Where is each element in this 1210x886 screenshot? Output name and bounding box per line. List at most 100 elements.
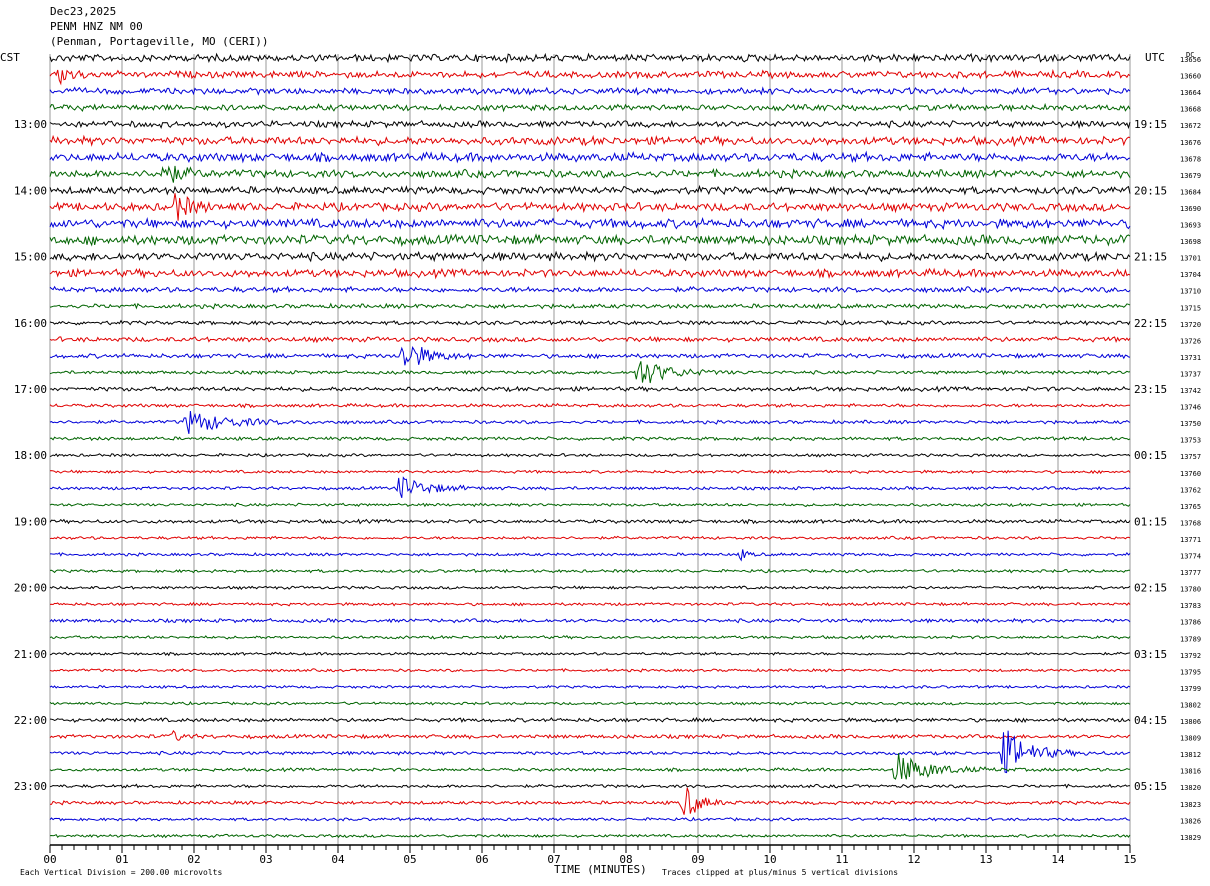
- trace-row-12: [49, 250, 1131, 263]
- right-hour-label: 22:15: [1134, 317, 1167, 330]
- left-hour-label: 19:00: [14, 515, 47, 528]
- trace-row-24: [49, 452, 1131, 458]
- x-tick-label: 11: [835, 853, 848, 866]
- trace-row-33: [49, 601, 1131, 607]
- x-tick-label: 07: [547, 853, 560, 866]
- dc-offset-label: 13664: [1180, 89, 1201, 97]
- trace-row-27: [49, 502, 1131, 508]
- x-tick-label: 08: [619, 853, 632, 866]
- dc-offset-label: 13792: [1180, 652, 1201, 660]
- dc-offset-label: 13715: [1180, 304, 1201, 312]
- dc-offset-label: 13768: [1180, 519, 1201, 527]
- trace-row-9: [49, 193, 1131, 221]
- trace-row-19: [49, 361, 1131, 384]
- dc-offset-label: 13823: [1180, 801, 1201, 809]
- dc-offset-label: 13780: [1180, 586, 1201, 594]
- dc-offset-label: 13684: [1180, 188, 1201, 196]
- trace-row-3: [49, 102, 1131, 113]
- dc-offset-label: 13820: [1180, 784, 1201, 792]
- x-tick-label: 09: [691, 853, 704, 866]
- clip-note: Traces clipped at plus/minus 5 vertical …: [662, 868, 898, 877]
- trace-row-20: [49, 385, 1131, 393]
- trace-row-44: [49, 783, 1131, 789]
- header-location: (Penman, Portageville, MO (CERI)): [50, 35, 269, 48]
- dc-offset-label: 13693: [1180, 222, 1201, 230]
- left-hour-label: 22:00: [14, 714, 47, 727]
- trace-row-29: [49, 535, 1131, 541]
- trace-row-18: [49, 346, 1131, 366]
- dc-offset-label: 13656: [1180, 56, 1201, 64]
- dc-offset-label: 13698: [1180, 238, 1201, 246]
- trace-row-21: [49, 402, 1131, 409]
- dc-offset-label: 13672: [1180, 122, 1201, 130]
- dc-offset-label: 13829: [1180, 834, 1201, 842]
- x-tick-label: 06: [475, 853, 488, 866]
- right-hour-label: 03:15: [1134, 648, 1167, 661]
- right-hour-label: 21:15: [1134, 251, 1167, 264]
- trace-row-10: [49, 217, 1131, 231]
- trace-row-22: [49, 410, 1131, 435]
- x-tick-label: 01: [115, 853, 128, 866]
- x-tick-label: 13: [979, 853, 992, 866]
- x-tick-label: 04: [331, 853, 345, 866]
- dc-offset-label: 13679: [1180, 172, 1201, 180]
- trace-row-35: [49, 634, 1131, 640]
- trace-row-43: [49, 753, 1130, 780]
- trace-row-14: [49, 285, 1131, 294]
- row-labels: 13:00 14:00 15:00 16:00 17:00 18:00 19:00 20:00…: [14, 56, 1201, 842]
- seismic-traces: [49, 52, 1131, 839]
- scale-note: Each Vertical Division = 200.00 microvol…: [20, 868, 222, 877]
- dc-offset-label: 13762: [1180, 486, 1201, 494]
- dc-offset-label: 13660: [1180, 73, 1201, 81]
- header-station: PENM HNZ NM 00: [50, 20, 143, 33]
- dc-offset-label: 13746: [1180, 404, 1201, 412]
- dc-offset-label: 13771: [1180, 536, 1201, 544]
- left-hour-label: 16:00: [14, 317, 47, 330]
- left-hour-label: 15:00: [14, 251, 47, 264]
- dc-offset-label: 13742: [1180, 387, 1201, 395]
- right-hour-label: 02:15: [1134, 582, 1167, 595]
- right-hour-label: 20:15: [1134, 184, 1167, 197]
- left-hour-label: 20:00: [14, 582, 47, 595]
- left-hour-label: 17:00: [14, 383, 47, 396]
- x-tick-label: 00: [43, 853, 56, 866]
- dc-offset-label: 13750: [1180, 420, 1201, 428]
- trace-row-8: [49, 184, 1131, 196]
- dc-offset-label: 13816: [1180, 768, 1201, 776]
- dc-offset-label: 13678: [1180, 155, 1201, 163]
- trace-row-30: [50, 549, 1131, 562]
- trace-row-31: [49, 568, 1131, 574]
- x-tick-label: 03: [259, 853, 272, 866]
- minute-gridlines: [49, 54, 1131, 845]
- right-hour-label: 05:15: [1134, 780, 1167, 793]
- right-hour-label: 23:15: [1134, 383, 1167, 396]
- dc-offset-label: 13701: [1180, 255, 1201, 263]
- dc-offset-label: 13753: [1180, 437, 1201, 445]
- trace-row-4: [49, 119, 1131, 130]
- trace-row-38: [49, 684, 1131, 689]
- right-hour-label: 00:15: [1134, 449, 1167, 462]
- dc-offset-label: 13802: [1180, 701, 1201, 709]
- dc-offset-label: 13720: [1180, 321, 1201, 329]
- trace-row-47: [49, 833, 1131, 839]
- dc-offset-label: 13737: [1180, 370, 1201, 378]
- trace-row-15: [49, 302, 1131, 310]
- dc-offset-label: 13726: [1180, 337, 1201, 345]
- trace-row-28: [49, 518, 1131, 525]
- left-zone-label: CST: [0, 51, 20, 64]
- trace-row-40: [49, 716, 1131, 724]
- trace-row-39: [49, 701, 1131, 706]
- dc-offset-label: 13777: [1180, 569, 1201, 577]
- x-tick-label: 12: [907, 853, 920, 866]
- right-hour-label: 04:15: [1134, 714, 1167, 727]
- trace-row-16: [49, 319, 1131, 326]
- dc-offset-label: 13731: [1180, 354, 1201, 362]
- dc-offset-label: 13676: [1180, 139, 1201, 147]
- dc-offset-label: 13806: [1180, 718, 1201, 726]
- trace-row-13: [49, 267, 1131, 280]
- trace-row-7: [49, 165, 1131, 183]
- x-tick-label: 10: [763, 853, 776, 866]
- x-tick-label: 05: [403, 853, 416, 866]
- x-axis-title: TIME (MINUTES): [554, 863, 647, 876]
